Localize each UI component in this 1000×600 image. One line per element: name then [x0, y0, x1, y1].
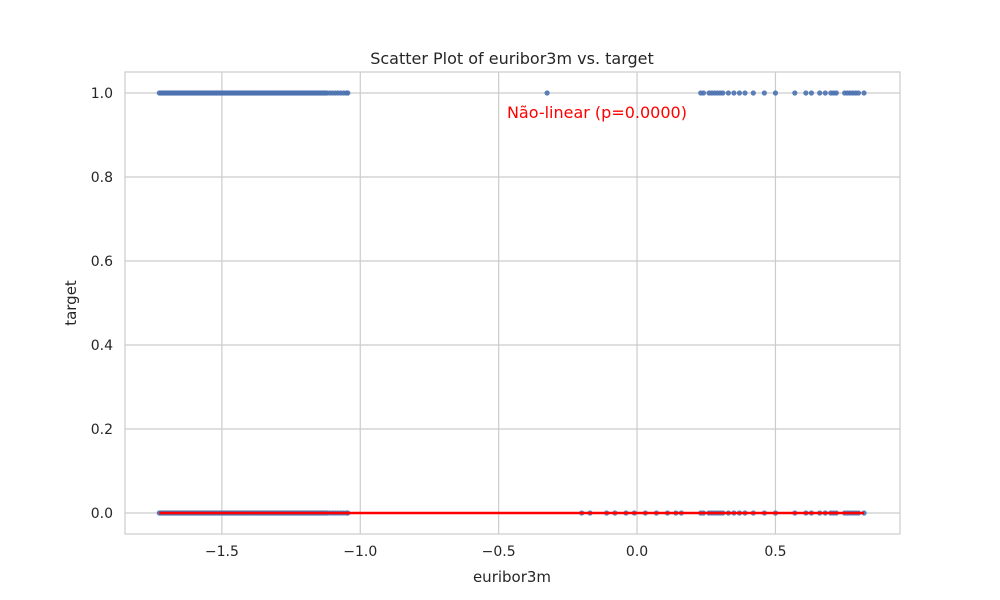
data-point — [833, 90, 839, 96]
data-point — [725, 90, 731, 96]
y-axis-label: target — [62, 280, 80, 326]
data-point — [803, 90, 809, 96]
data-point — [736, 90, 743, 96]
data-point — [761, 90, 767, 96]
annotation-text: Não-linear (p=0.0000) — [507, 103, 687, 122]
y-tick-label: 0.6 — [91, 254, 113, 270]
tick-labels: −1.5 −1.0 −0.5 0.0 0.5 0.0 0.2 0.4 0.6 0.8 1.0 — [91, 86, 787, 560]
data-point — [700, 90, 707, 96]
data-point — [750, 90, 756, 96]
x-tick-label: 0.0 — [626, 544, 648, 560]
y-tick-label: 0.4 — [91, 338, 113, 354]
data-point — [345, 90, 351, 96]
y-tick-label: 0.8 — [91, 170, 113, 186]
plot-area — [124, 71, 901, 535]
data-point — [861, 510, 867, 516]
data-point — [817, 90, 823, 96]
x-tick-label: 0.5 — [764, 544, 786, 560]
data-point — [861, 90, 867, 96]
x-tick-label: −1.0 — [343, 544, 377, 560]
data-point — [808, 90, 815, 96]
y-tick-label: 0.0 — [91, 506, 113, 522]
data-point — [822, 90, 828, 96]
x-axis-label: euribor3m — [473, 568, 551, 586]
data-point — [772, 90, 779, 96]
x-tick-label: −1.5 — [205, 544, 239, 560]
data-points — [156, 90, 867, 516]
y-tick-label: 1.0 — [91, 86, 113, 102]
data-point — [855, 90, 862, 96]
data-point — [792, 90, 798, 96]
chart-title: Scatter Plot of euribor3m vs. target — [370, 49, 654, 68]
data-point — [720, 90, 726, 96]
data-point — [544, 90, 550, 96]
data-point — [731, 90, 737, 96]
y-tick-label: 0.2 — [91, 422, 113, 438]
x-tick-label: −0.5 — [482, 544, 516, 560]
data-point — [742, 90, 748, 96]
